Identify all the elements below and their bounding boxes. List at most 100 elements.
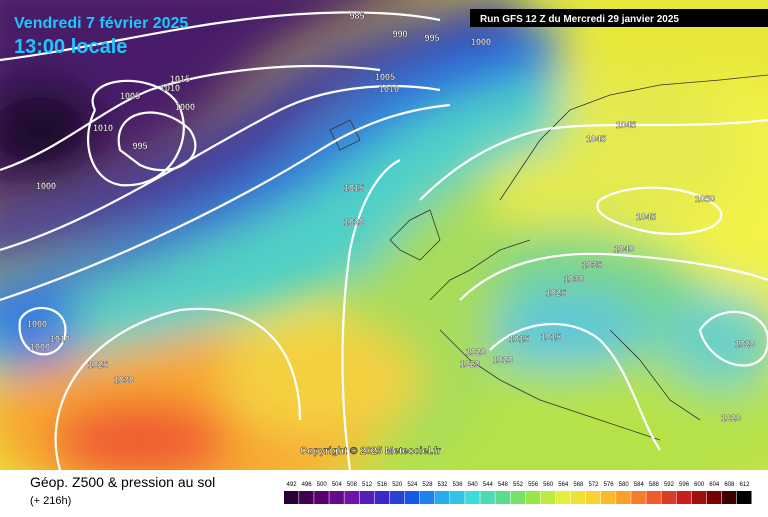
scale-swatch [344, 491, 359, 504]
isobar-label: 1040 [614, 244, 634, 254]
copyright: Copyright © 2025 Meteociel.fr [300, 446, 441, 457]
scale-swatch [706, 491, 722, 504]
scale-swatch [359, 491, 375, 504]
footer-lead: (+ 216h) [30, 495, 71, 507]
scale-label: 556 [528, 482, 539, 488]
isobar-label: 1045 [586, 134, 606, 144]
scale-swatch [570, 491, 586, 504]
scale-swatch [555, 491, 571, 504]
isobar-label: 1000 [30, 342, 50, 352]
run-box [470, 9, 768, 27]
scale-swatch [585, 491, 601, 504]
isobar-label: 1020 [344, 217, 364, 227]
scale-swatch [480, 491, 495, 504]
scale-label: 600 [694, 482, 705, 488]
scale-swatch [329, 491, 344, 504]
scale-label: 528 [422, 482, 433, 488]
scale-label: 492 [287, 482, 298, 488]
isobar-label: 1020 [493, 355, 513, 365]
scale-label: 580 [619, 482, 630, 488]
scale-swatch [510, 491, 526, 504]
run-info: Run GFS 12 Z du Mercredi 29 janvier 2025 [480, 14, 679, 25]
scale-swatch [661, 491, 677, 504]
isobar-label: 1045 [616, 120, 636, 130]
isobar-label: 985 [349, 11, 364, 21]
scale-label: 516 [377, 482, 388, 488]
scale-swatch [721, 491, 737, 504]
isobar-label: 1015 [170, 74, 190, 84]
isobar-label: 1050 [695, 194, 715, 204]
scale-swatch [299, 491, 314, 504]
scale-swatch [525, 491, 541, 504]
scale-swatch [450, 491, 465, 504]
scale-label: 612 [739, 482, 750, 488]
scale-label: 508 [347, 482, 358, 488]
scale-swatch [691, 491, 707, 504]
isobar-label: 1010 [93, 123, 113, 133]
scale-swatch [389, 491, 405, 504]
scale-swatch [736, 491, 752, 504]
scale-label: 608 [724, 482, 735, 488]
isobar-label: 1000 [471, 37, 491, 47]
isobar-label: 1010 [160, 83, 180, 93]
isobar-label: 995 [132, 141, 147, 151]
scale-label: 536 [453, 482, 464, 488]
isobar-label: 1010 [50, 334, 70, 344]
scale-label: 524 [407, 482, 418, 488]
scale-label: 572 [588, 482, 599, 488]
scale-label: 564 [558, 482, 569, 488]
isobar-label: 1025 [546, 288, 566, 298]
scale-swatch [404, 491, 420, 504]
scale-label: 596 [679, 482, 690, 488]
scale-swatch [646, 491, 661, 504]
scale-label: 560 [543, 482, 554, 488]
isobar-label: 995 [424, 33, 439, 43]
isobar-label: 1020 [460, 359, 480, 369]
scale-label: 500 [317, 482, 328, 488]
scale-label: 588 [649, 482, 660, 488]
isobar-label: 1010 [379, 84, 399, 94]
scale-swatch [616, 491, 631, 504]
scale-swatch [284, 491, 299, 504]
color-scale: 492 496 500 504 508 512 516 520 524 528 532 536 540 5… [284, 482, 752, 504]
isobar-label: 1035 [582, 260, 602, 270]
isobar-label: 1020 [466, 347, 486, 357]
footer-title: Géop. Z500 & pression au sol [30, 474, 215, 490]
isobar-label: 1020 [735, 339, 755, 349]
isobar-label: 1000 [27, 319, 47, 329]
scale-label: 604 [709, 482, 720, 488]
scale-label: 548 [498, 482, 509, 488]
scale-label: 496 [302, 482, 313, 488]
isobar-label: 1045 [636, 212, 656, 222]
scale-swatch [495, 491, 510, 504]
scale-label: 592 [664, 482, 675, 488]
scale-label: 568 [573, 482, 584, 488]
forecast-date: Vendredi 7 février 2025 [14, 15, 188, 32]
scale-label: 512 [362, 482, 373, 488]
scale-swatch [465, 491, 480, 504]
scale-swatch [631, 491, 646, 504]
scale-swatch [601, 491, 616, 504]
scale-swatch [540, 491, 556, 504]
scale-label: 584 [634, 482, 645, 488]
isobar-label: 1025 [88, 360, 108, 370]
isobar-label: 990 [392, 29, 407, 39]
scale-swatch [419, 491, 435, 504]
isobar-label: 1000 [175, 102, 195, 112]
isobar-label: 1005 [120, 91, 140, 101]
scale-label: 540 [468, 482, 479, 488]
isobar-label: 1015 [344, 183, 364, 193]
scale-label: 544 [483, 482, 494, 488]
isobar-label: 1005 [375, 72, 395, 82]
scale-swatch [314, 491, 329, 504]
scale-label: 504 [332, 482, 343, 488]
scale-label: 532 [438, 482, 449, 488]
isobar-label: 1030 [564, 274, 584, 284]
isobar-label: 1000 [36, 181, 56, 191]
scale-label: 520 [392, 482, 403, 488]
scale-swatch [374, 491, 390, 504]
isobar-label: 1030 [114, 375, 134, 385]
